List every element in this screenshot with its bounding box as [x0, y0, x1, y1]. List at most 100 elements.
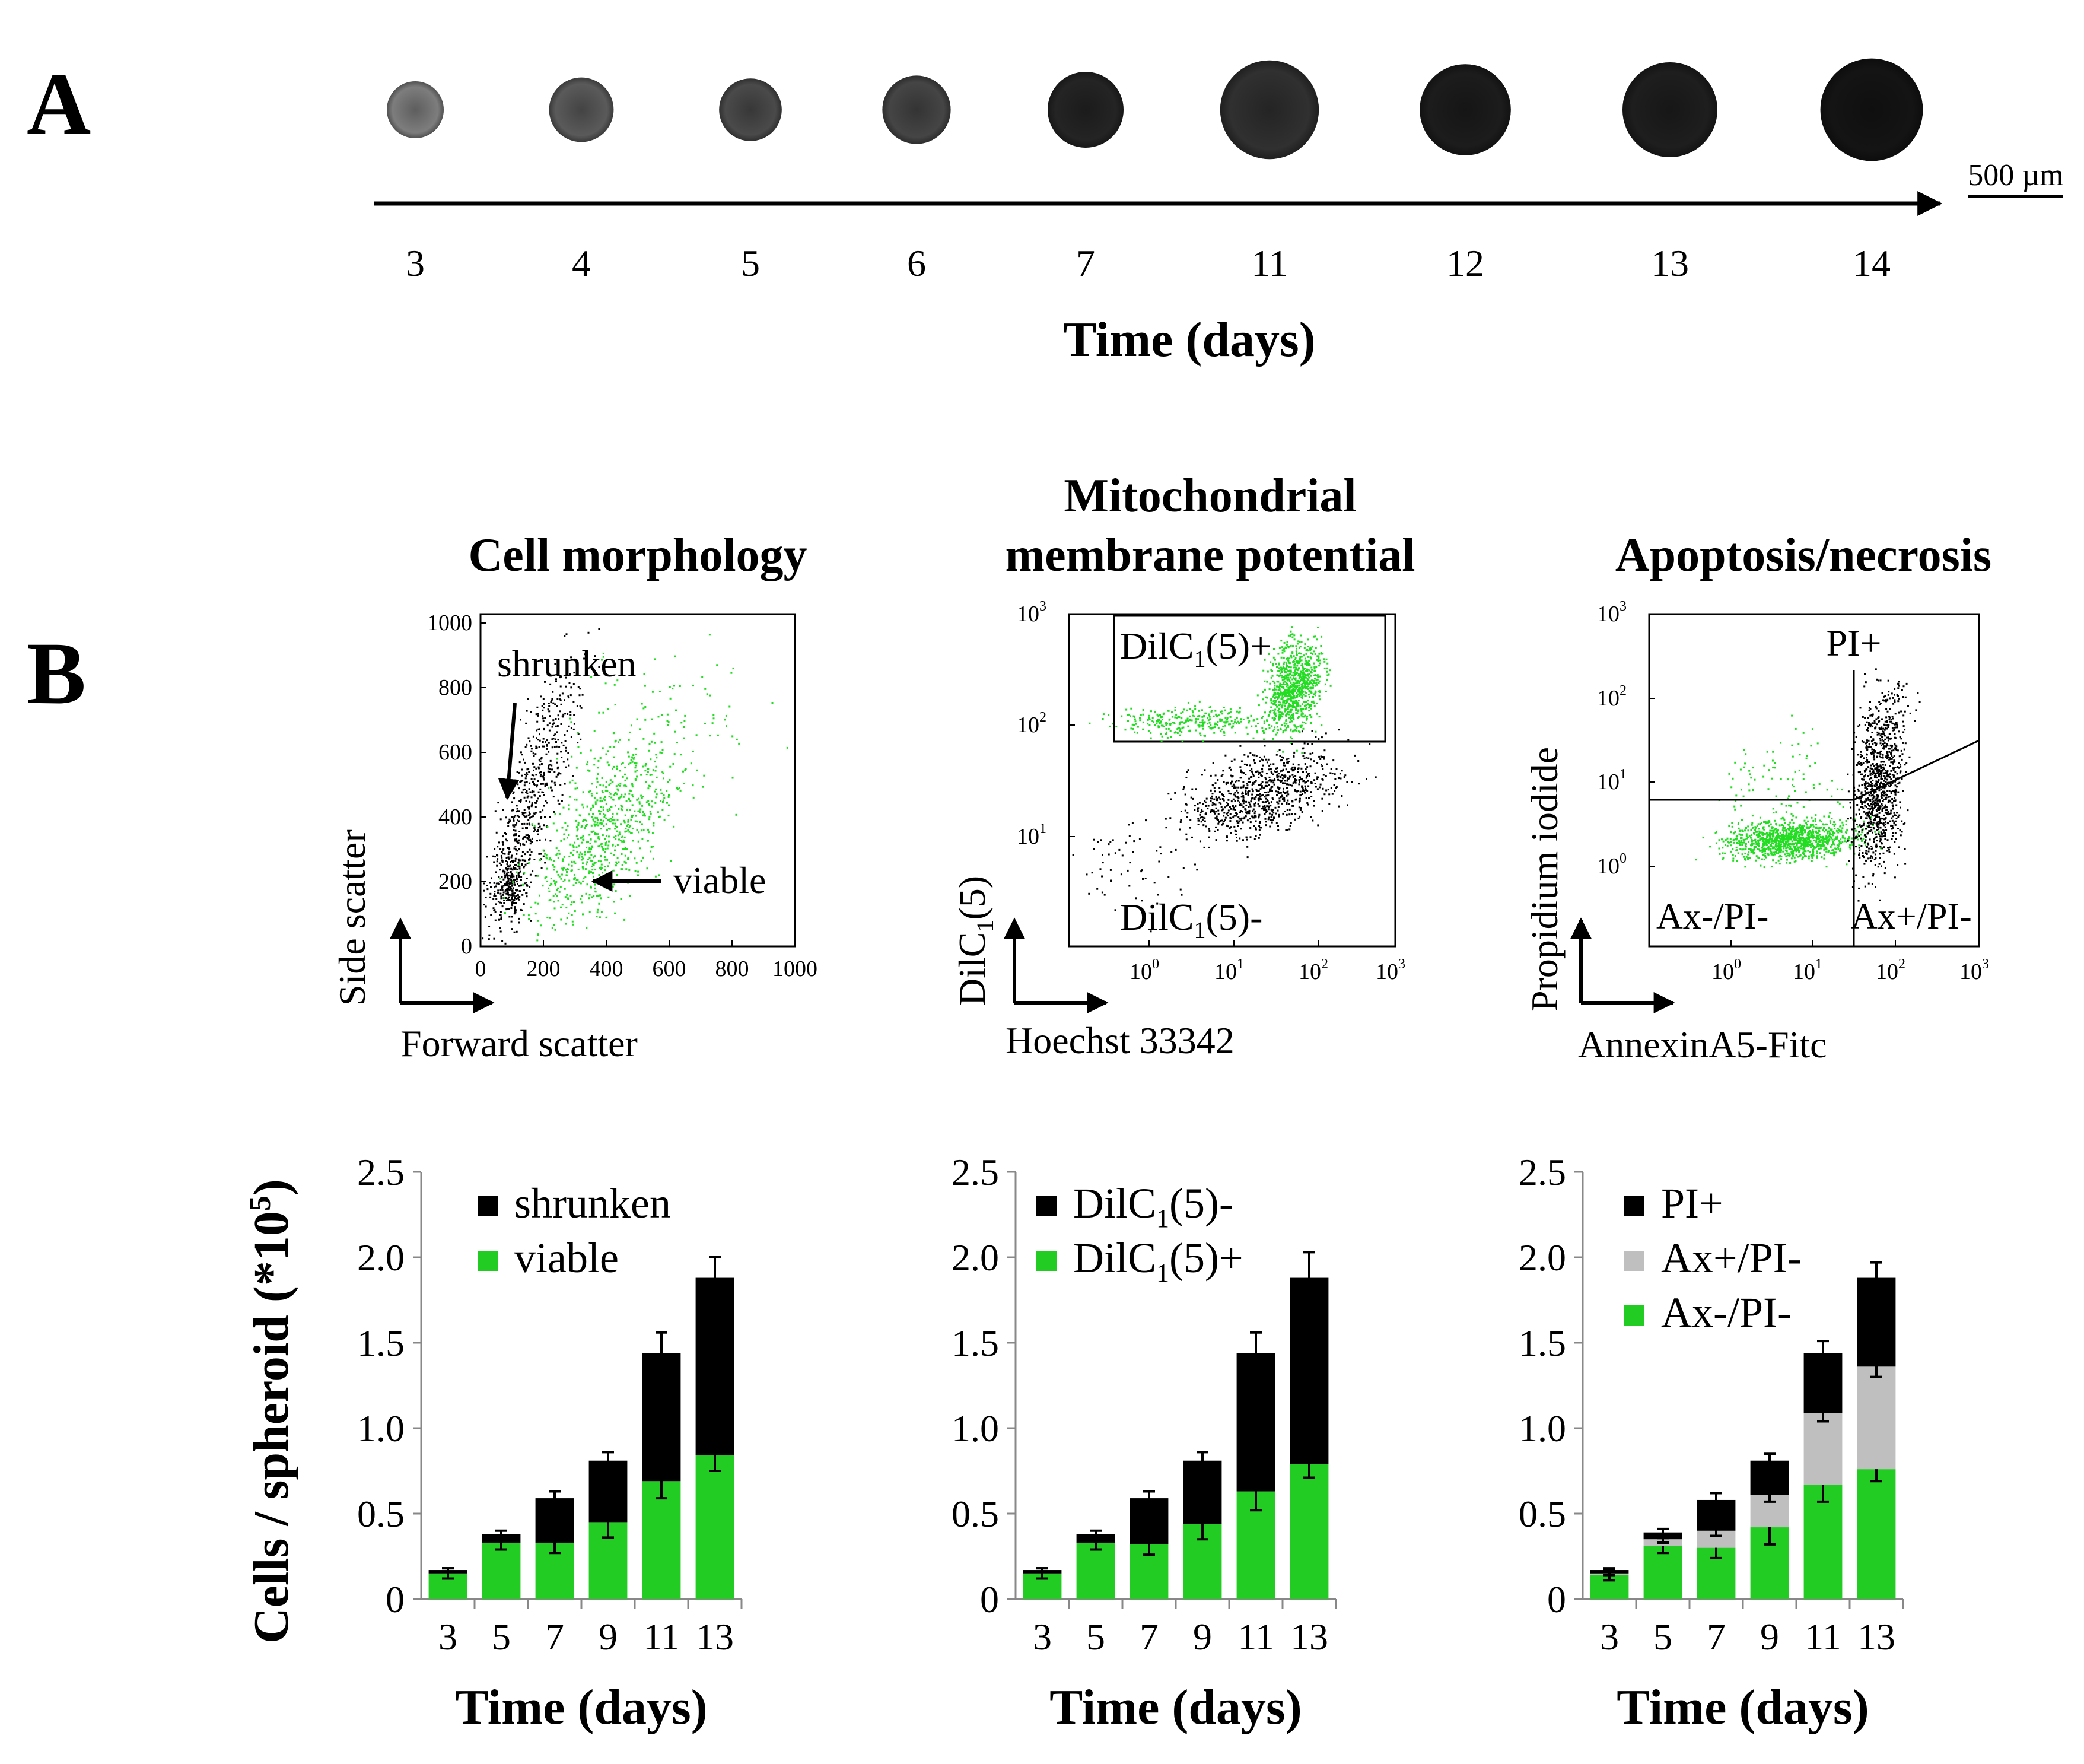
ax-neg-pi-neg-event	[1784, 849, 1787, 851]
viable-event	[549, 884, 551, 886]
dilc-negative-event	[1313, 779, 1316, 781]
dilc-positive-event	[1228, 712, 1230, 714]
ax-neg-pi-neg-event	[1765, 840, 1767, 842]
ax-neg-pi-neg-event	[1736, 849, 1738, 851]
scatter3-title: Apoptosis/necrosis	[1615, 529, 1991, 581]
viable-event	[644, 815, 646, 817]
dilc-negative-event	[1227, 803, 1229, 805]
dilc-negative-event	[1261, 786, 1263, 789]
ax-neg-pi-neg-event	[1755, 855, 1758, 857]
ax-neg-pi-neg-event	[1771, 837, 1773, 840]
ax-neg-pi-neg-event	[1778, 840, 1780, 843]
ax-neg-pi-neg-event	[1765, 843, 1767, 845]
viable-event	[581, 841, 583, 844]
dilc-positive-event	[1316, 659, 1318, 661]
ax-neg-pi-neg-event	[1789, 827, 1791, 829]
viable-event	[640, 794, 642, 797]
viable-event	[634, 778, 637, 780]
dilc-positive-event	[1202, 739, 1204, 742]
shrunken-event	[516, 850, 518, 852]
dilc-negative-event	[1235, 815, 1237, 817]
dilc-negative-event	[1287, 761, 1290, 763]
dilc-positive-event	[1278, 707, 1280, 710]
viable-event	[602, 846, 603, 848]
viable-event	[600, 866, 602, 869]
dilc-negative-event	[1307, 785, 1310, 787]
viable-event	[623, 848, 625, 850]
shrunken-event	[513, 913, 516, 915]
shrunken-event	[533, 769, 534, 771]
dilc-negative-event	[1210, 811, 1212, 813]
viable-event	[569, 717, 571, 720]
dilc-negative-event	[1267, 818, 1270, 821]
viable-event	[712, 714, 715, 716]
dilc-positive-event	[1304, 657, 1306, 660]
viable-event	[650, 812, 652, 815]
shrunken-event	[524, 853, 526, 856]
dilc-positive-event	[1313, 670, 1316, 672]
shrunken-event	[504, 876, 506, 879]
dilc-positive-event	[1223, 721, 1226, 723]
dilc-positive-event	[1274, 708, 1277, 711]
viable-event	[656, 776, 658, 778]
ax-neg-pi-neg-event	[1787, 833, 1790, 835]
scatter2-plot-area	[1068, 613, 1396, 948]
dilc-negative-event	[1251, 768, 1253, 770]
dilc-negative-event	[1261, 785, 1263, 787]
dilc-negative-event	[1226, 824, 1228, 827]
shrunken-event	[598, 666, 600, 668]
dilc-negative-event	[1297, 764, 1300, 766]
ax-neg-pi-neg-event	[1812, 850, 1813, 852]
dilc-positive-event	[1310, 704, 1312, 706]
dilc-positive-event	[1160, 739, 1163, 742]
viable-event	[591, 865, 593, 867]
dilc-positive-event	[1262, 691, 1264, 693]
viable-event	[597, 860, 600, 862]
dilc-negative-event	[1230, 793, 1232, 795]
ax-neg-pi-neg-event	[1747, 836, 1749, 838]
scatter-mitochondrial-potential: Mitochondrial membrane potential 100 101 1…	[951, 470, 1415, 1061]
ax-neg-pi-neg-event	[1722, 858, 1724, 860]
shrunken-event	[510, 856, 513, 859]
dilc-positive-event	[1296, 654, 1298, 656]
shrunken-event	[502, 891, 505, 894]
dilc-negative-event	[1303, 742, 1306, 745]
dilc-positive-event	[1157, 715, 1160, 717]
shrunken-event	[494, 893, 496, 895]
dilc-positive-event	[1299, 724, 1302, 727]
ax-neg-pi-neg-event	[1753, 848, 1755, 850]
shrunken-event	[505, 833, 507, 835]
dilc-positive-event	[1256, 732, 1259, 734]
dilc-positive-event	[1201, 725, 1204, 727]
dilc-positive-event	[1315, 691, 1317, 694]
dilc-positive-event	[1262, 698, 1264, 701]
shrunken-event	[509, 819, 511, 822]
viable-event	[598, 838, 600, 841]
dilc-negative-event	[1277, 806, 1280, 808]
dilc-negative-event	[1224, 816, 1227, 819]
viable-event	[591, 816, 593, 818]
dilc-positive-event	[1290, 634, 1292, 635]
dilc-negative-event	[1249, 752, 1252, 754]
dilc-positive-event	[1281, 691, 1283, 694]
shrunken-event	[523, 796, 526, 799]
viable-event	[590, 854, 593, 856]
ax-neg-pi-neg-event	[1802, 856, 1804, 859]
dilc-positive-event	[1314, 677, 1316, 679]
dilc-negative-event	[1229, 820, 1232, 822]
shrunken-event	[543, 774, 545, 777]
dilc-positive-event	[1291, 730, 1294, 733]
shrunken-event	[523, 859, 526, 862]
ax-neg-pi-neg-event	[1818, 829, 1821, 832]
shrunken-event	[515, 833, 517, 835]
dilc-negative-event	[1072, 854, 1074, 856]
viable-event	[660, 741, 663, 743]
dilc-negative-event	[1100, 839, 1102, 841]
dilc-positive-event	[1287, 634, 1290, 637]
dilc-positive-event	[1294, 682, 1296, 685]
ax-neg-pi-neg-event	[1800, 844, 1803, 846]
ax-neg-pi-neg-event	[1745, 843, 1747, 846]
shrunken-event	[493, 937, 495, 940]
viable-event	[587, 841, 589, 843]
shrunken-event	[511, 874, 514, 876]
